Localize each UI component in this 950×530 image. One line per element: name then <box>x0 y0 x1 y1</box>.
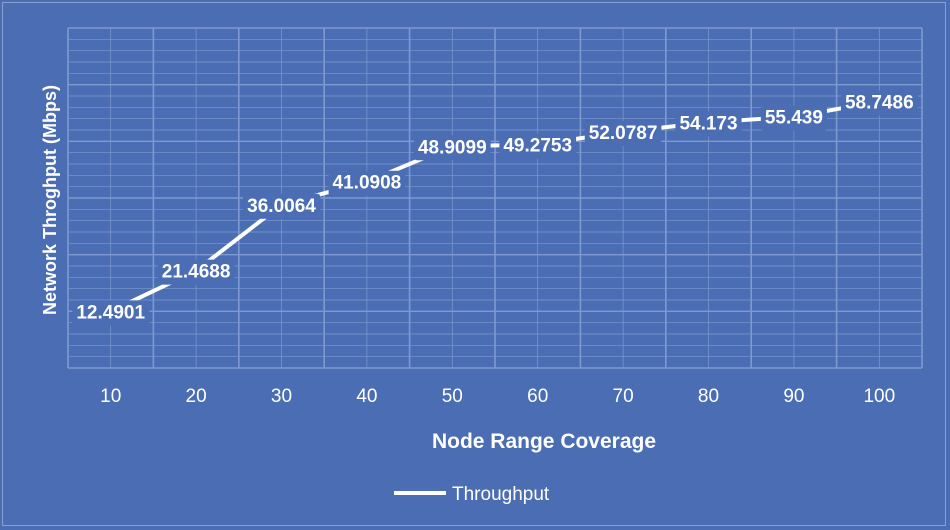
data-label: 21.4688 <box>157 259 235 285</box>
x-tick-label: 40 <box>356 386 377 407</box>
data-label-box <box>72 300 150 326</box>
legend: Throughput <box>394 484 550 505</box>
data-label-text: 41.0908 <box>333 173 402 194</box>
data-label: 58.7486 <box>840 90 918 116</box>
y-axis-title: Network Throghput (Mbps) <box>40 85 60 315</box>
data-label-text: 48.9099 <box>418 137 487 158</box>
data-label-box <box>328 170 406 196</box>
data-label: 49.2753 <box>499 133 577 159</box>
series-line-group <box>109 99 880 314</box>
data-label-text: 12.4901 <box>76 302 145 323</box>
data-label-text: 49.2753 <box>503 136 572 157</box>
data-label: 12.4901 <box>72 300 150 326</box>
x-tick-label: 70 <box>613 386 634 407</box>
x-tick-label: 60 <box>527 386 548 407</box>
data-label-box <box>413 135 491 161</box>
data-label: 41.0908 <box>328 170 406 196</box>
data-label-box <box>675 111 742 137</box>
x-tick-label: 100 <box>863 386 895 407</box>
data-label-box <box>840 90 918 116</box>
data-label: 54.173 <box>675 111 742 137</box>
x-tick-label: 50 <box>442 386 463 407</box>
x-tick-label: 20 <box>186 386 207 407</box>
data-label-text: 52.0787 <box>589 123 658 144</box>
legend-label-throughput: Throughput <box>452 484 550 505</box>
x-tick-labels: 10 20 30 40 50 60 70 80 90 100 <box>100 386 895 407</box>
data-label-text: 21.4688 <box>162 262 231 283</box>
data-labels: 12.4901 21.4688 36.0064 41.0908 48.9099 49.27… <box>72 90 918 326</box>
x-tick-label: 30 <box>271 386 292 407</box>
grid <box>67 27 923 369</box>
data-label: 52.0787 <box>584 120 662 146</box>
x-tick-label: 10 <box>100 386 121 407</box>
data-label-text: 58.7486 <box>845 93 914 114</box>
data-label: 55.439 <box>760 105 827 131</box>
data-label-box <box>760 105 827 131</box>
x-tick-label: 80 <box>698 386 719 407</box>
data-label-box <box>157 259 235 285</box>
data-label-box <box>584 120 662 146</box>
data-label: 36.0064 <box>243 193 321 219</box>
data-label-text: 36.0064 <box>247 196 316 217</box>
data-label-box <box>499 133 577 159</box>
data-label-text: 54.173 <box>679 113 737 134</box>
data-label: 48.9099 <box>413 135 491 161</box>
x-axis-title: Node Range Coverage <box>432 430 656 453</box>
series-line-throughput <box>109 99 880 314</box>
x-tick-label: 90 <box>783 386 804 407</box>
data-label-box <box>243 193 321 219</box>
data-label-text: 55.439 <box>765 108 823 129</box>
